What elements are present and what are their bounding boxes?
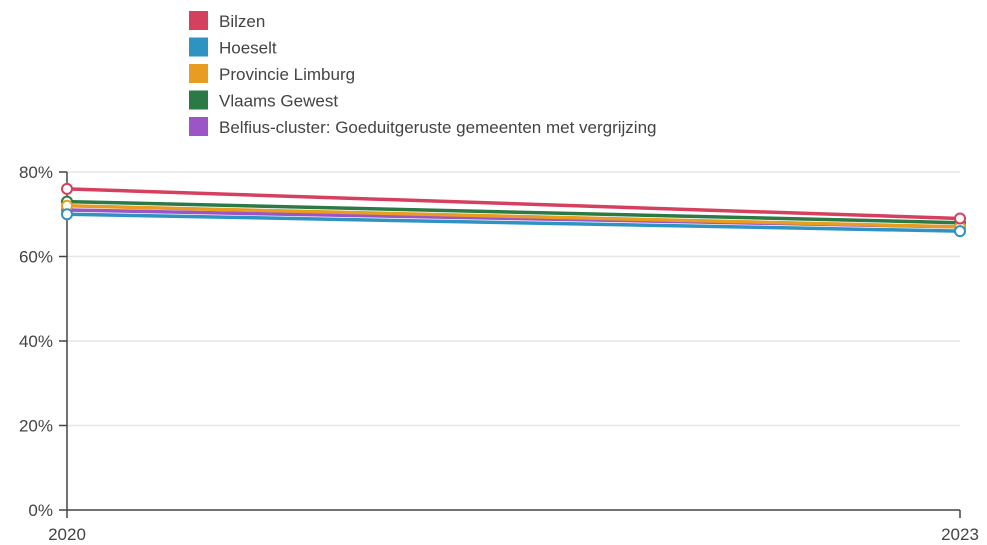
series-group	[61, 182, 966, 238]
series-bilzen	[61, 182, 966, 225]
series-line	[65, 199, 962, 225]
legend-label: Provincie Limburg	[219, 65, 355, 84]
series-line	[65, 212, 962, 233]
series-line	[65, 204, 962, 229]
series-line	[65, 187, 962, 221]
y-tick-label: 60%	[19, 248, 53, 267]
legend-swatch	[189, 90, 208, 110]
y-tick-label: 80%	[19, 163, 53, 182]
y-tick-label: 0%	[28, 501, 53, 520]
x-tick-label: 2020	[48, 525, 86, 544]
data-point[interactable]	[61, 208, 73, 221]
legend-label: Vlaams Gewest	[219, 92, 338, 111]
legend-swatch	[189, 11, 208, 30]
legend-label: Bilzen	[219, 12, 265, 31]
series-hoeselt	[61, 208, 966, 238]
x-tick-label: 2023	[941, 525, 979, 544]
grid-lines	[67, 171, 960, 427]
data-point[interactable]	[954, 225, 966, 238]
x-tick-labels: 2020 2023	[48, 510, 979, 544]
y-tick-labels: 0% 20% 40% 60% 80%	[19, 163, 67, 520]
legend-label: Belfius-cluster: Goeduitgeruste gemeente…	[219, 118, 657, 137]
legend-swatch	[189, 117, 208, 136]
data-point[interactable]	[61, 182, 73, 195]
y-tick-label: 20%	[19, 417, 53, 436]
y-tick-label: 40%	[19, 332, 53, 351]
legend-label: Hoeselt	[219, 39, 277, 58]
data-point[interactable]	[954, 212, 966, 225]
legend: Bilzen Hoeselt Provincie Limburg Vlaams Gew…	[189, 11, 657, 137]
legend-swatch	[189, 64, 208, 83]
legend-swatch	[189, 37, 208, 57]
